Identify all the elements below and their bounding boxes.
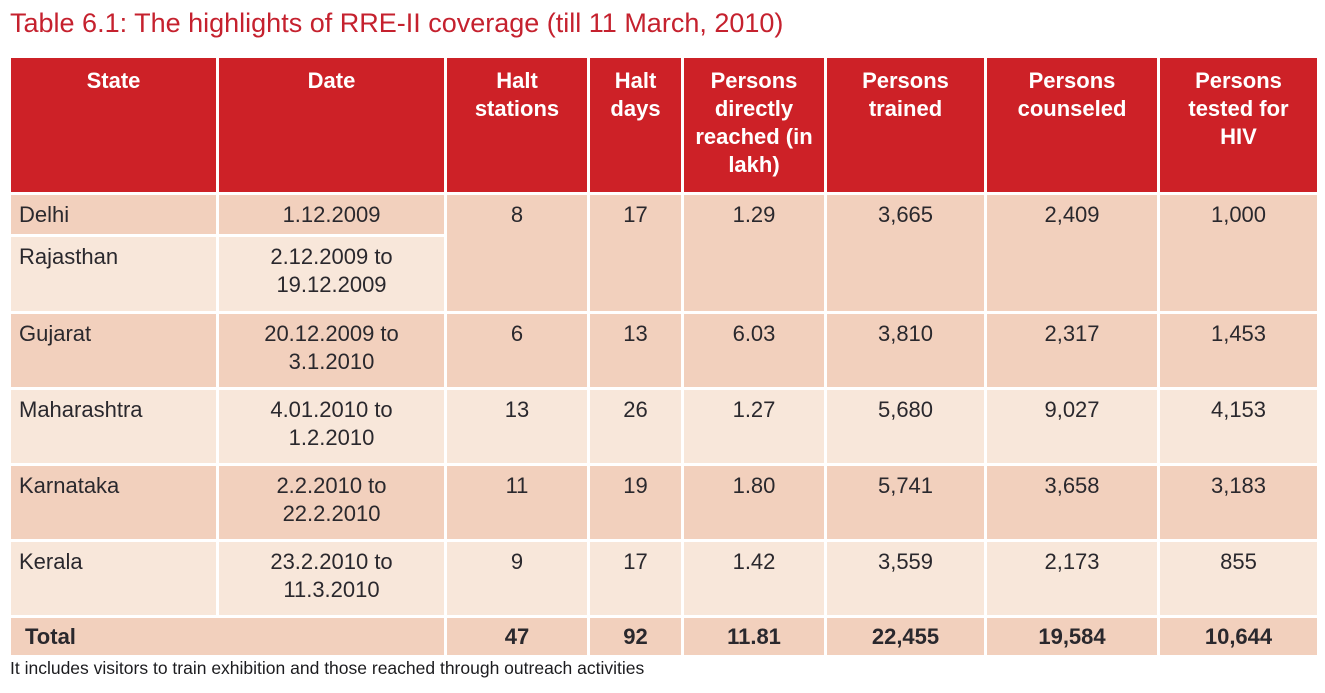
halt-days-cell: 19 bbox=[587, 463, 684, 542]
halt-stations-cell: 8 bbox=[444, 192, 590, 314]
halt-days-cell: 13 bbox=[587, 311, 684, 390]
persons-trained-cell: 5,741 bbox=[824, 463, 987, 542]
table-row-delhi: Delhi 1.12.2009 8 17 1.29 3,665 2,409 1,… bbox=[8, 192, 1320, 314]
total-label-cell: Total bbox=[8, 614, 447, 659]
state-cell: Delhi bbox=[8, 192, 219, 237]
table-title: Table 6.1: The highlights of RRE-II cove… bbox=[10, 8, 784, 38]
persons-tested-hiv-cell: 4,153 bbox=[1157, 387, 1320, 466]
date-cell: 2.2.2010 to 22.2.2010 bbox=[216, 463, 447, 542]
halt-days-cell: 17 bbox=[587, 539, 684, 618]
table-row-total: Total 47 92 11.81 22,455 19,584 10,644 bbox=[8, 614, 1320, 659]
table-row-rajasthan: Rajasthan 2.12.2009 to 19.12.2009 bbox=[8, 234, 1319, 314]
column-header-persons-trained: Persons trained bbox=[824, 55, 987, 195]
persons-directly-reached-cell: 1.42 bbox=[681, 539, 827, 618]
persons-tested-hiv-cell: 1,000 bbox=[1157, 192, 1320, 314]
halt-stations-cell: 13 bbox=[444, 387, 590, 466]
header-row: State Date Halt stations Halt days Perso… bbox=[8, 55, 1320, 195]
persons-counseled-cell: 2,409 bbox=[984, 192, 1160, 314]
table-row-karnataka: Karnataka 2.2.2010 to 22.2.2010 11 19 1.… bbox=[8, 463, 1320, 542]
persons-trained-cell: 5,680 bbox=[824, 387, 987, 466]
persons-tested-hiv-cell: 1,453 bbox=[1157, 311, 1320, 390]
state-cell: Gujarat bbox=[8, 311, 219, 390]
total-persons-tested-hiv-cell: 10,644 bbox=[1157, 614, 1320, 659]
state-cell: Karnataka bbox=[8, 463, 219, 542]
column-header-persons-tested-hiv: Persons tested for HIV bbox=[1157, 55, 1320, 195]
persons-directly-reached-cell: 1.29 bbox=[681, 192, 827, 314]
column-header-state: State bbox=[8, 55, 219, 195]
total-persons-directly-reached-cell: 11.81 bbox=[681, 614, 827, 659]
state-cell: Kerala bbox=[8, 539, 219, 618]
persons-trained-cell: 3,810 bbox=[824, 311, 987, 390]
halt-stations-cell: 6 bbox=[444, 311, 590, 390]
persons-tested-hiv-cell: 855 bbox=[1157, 539, 1320, 618]
coverage-table: State Date Halt stations Halt days Perso… bbox=[8, 55, 1320, 659]
persons-trained-cell: 3,559 bbox=[824, 539, 987, 618]
table-row-gujarat: Gujarat 20.12.2009 to 3.1.2010 6 13 6.03… bbox=[8, 311, 1320, 390]
date-cell: 4.01.2010 to 1.2.2010 bbox=[216, 387, 447, 466]
date-cell: 20.12.2009 to 3.1.2010 bbox=[216, 311, 447, 390]
total-persons-counseled-cell: 19,584 bbox=[984, 614, 1160, 659]
column-header-persons-counseled: Persons counseled bbox=[984, 55, 1160, 195]
state-cell: Rajasthan bbox=[8, 234, 219, 314]
column-header-halt-stations: Halt stations bbox=[444, 55, 590, 195]
halt-stations-cell: 11 bbox=[444, 463, 590, 542]
column-header-halt-days: Halt days bbox=[587, 55, 684, 195]
persons-trained-cell: 3,665 bbox=[824, 192, 987, 314]
date-cell: 2.12.2009 to 19.12.2009 bbox=[216, 234, 447, 314]
halt-stations-cell: 9 bbox=[444, 539, 590, 618]
persons-tested-hiv-cell: 3,183 bbox=[1157, 463, 1320, 542]
persons-directly-reached-cell: 6.03 bbox=[681, 311, 827, 390]
persons-counseled-cell: 9,027 bbox=[984, 387, 1160, 466]
total-halt-days-cell: 92 bbox=[587, 614, 684, 659]
persons-directly-reached-cell: 1.80 bbox=[681, 463, 827, 542]
persons-directly-reached-cell: 1.27 bbox=[681, 387, 827, 466]
table-row-kerala: Kerala 23.2.2010 to 11.3.2010 9 17 1.42 … bbox=[8, 539, 1320, 618]
state-cell: Maharashtra bbox=[8, 387, 219, 466]
persons-counseled-cell: 2,173 bbox=[984, 539, 1160, 618]
date-cell: 23.2.2010 to 11.3.2010 bbox=[216, 539, 447, 618]
persons-counseled-cell: 3,658 bbox=[984, 463, 1160, 542]
persons-counseled-cell: 2,317 bbox=[984, 311, 1160, 390]
total-halt-stations-cell: 47 bbox=[444, 614, 590, 659]
halt-days-cell: 26 bbox=[587, 387, 684, 466]
total-persons-trained-cell: 22,455 bbox=[824, 614, 987, 659]
column-header-persons-directly-reached: Persons directly reached (in lakh) bbox=[681, 55, 827, 195]
date-cell: 1.12.2009 bbox=[216, 192, 447, 237]
column-header-date: Date bbox=[216, 55, 447, 195]
halt-days-cell: 17 bbox=[587, 192, 684, 314]
table-row-maharashtra: Maharashtra 4.01.2010 to 1.2.2010 13 26 … bbox=[8, 387, 1320, 466]
table-footnote: It includes visitors to train exhibition… bbox=[10, 658, 645, 678]
